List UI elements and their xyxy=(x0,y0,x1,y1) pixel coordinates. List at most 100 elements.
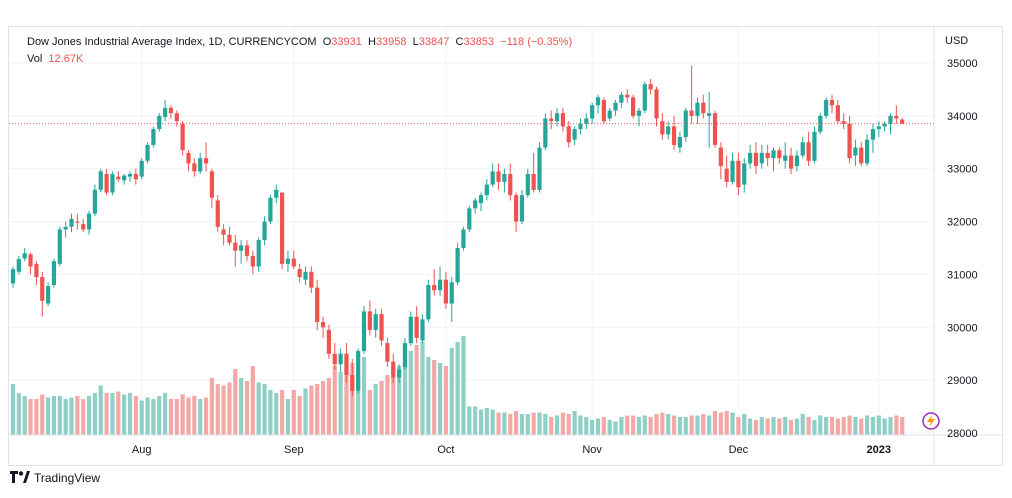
volume-bar xyxy=(613,421,618,435)
candle-body xyxy=(28,254,33,267)
tradingview-brand[interactable]: TradingView xyxy=(10,471,100,485)
symbol-name: Dow Jones Industrial Average Index, 1D, … xyxy=(27,36,317,48)
candle-body xyxy=(759,152,764,164)
candle-body xyxy=(40,277,45,301)
volume-bar xyxy=(16,393,21,435)
candle-body xyxy=(320,322,326,328)
candle-body xyxy=(168,107,174,114)
volume-bar xyxy=(34,399,39,435)
volume-bar xyxy=(315,384,320,435)
candle-body xyxy=(239,245,244,251)
candle-body xyxy=(765,152,770,159)
volume-bar xyxy=(92,393,97,435)
volume-bar xyxy=(601,417,606,435)
volume-bar xyxy=(303,388,308,435)
candle-body xyxy=(625,94,630,98)
candle-body xyxy=(10,269,16,284)
candle-body xyxy=(373,314,378,330)
candle-body xyxy=(116,176,121,180)
time-tick-label: 2023 xyxy=(867,444,891,456)
candle-body xyxy=(309,271,314,288)
candle-body xyxy=(666,126,671,135)
candle-body xyxy=(192,163,197,172)
candle-body xyxy=(753,152,759,167)
volume-bar xyxy=(595,418,601,435)
volume-bar xyxy=(186,397,191,435)
volume-bar xyxy=(163,393,168,435)
volume-bar xyxy=(402,363,408,435)
price-chart[interactable]: USD 28000 29000 30000 31000 32000 33000 34000 35… xyxy=(9,27,1002,465)
volume-bar xyxy=(490,409,495,435)
volume-bar xyxy=(502,412,507,435)
candle-body xyxy=(660,121,665,135)
candle-body xyxy=(876,126,881,130)
candle-body xyxy=(104,174,109,193)
volume-bar xyxy=(157,396,162,435)
time-tick-label: Sep xyxy=(284,444,304,456)
candle-body xyxy=(865,139,870,164)
candle-body xyxy=(525,174,530,196)
candle-body xyxy=(338,353,343,365)
volume-bar xyxy=(560,412,565,435)
volume-bar xyxy=(783,417,788,435)
volume-bar xyxy=(356,375,361,435)
events-lightning-icon[interactable] xyxy=(922,412,940,430)
volume-bar xyxy=(209,378,214,435)
low-label: L xyxy=(412,36,419,48)
candle-body xyxy=(888,115,893,124)
candle-body xyxy=(455,248,460,283)
candle-body xyxy=(654,89,659,119)
candle-body xyxy=(502,174,507,182)
volume-bar xyxy=(420,342,425,435)
volume-bar xyxy=(46,397,51,435)
price-tick-label: 32000 xyxy=(947,217,978,229)
volume-bar xyxy=(660,412,665,435)
price-tick-label: 34000 xyxy=(947,111,978,123)
time-tick-label: Aug xyxy=(132,444,152,456)
volume-bar xyxy=(712,411,718,435)
volume-bar xyxy=(63,399,68,435)
candle-body xyxy=(151,129,156,145)
volume-bar xyxy=(549,417,554,435)
candle-body xyxy=(163,107,168,117)
volume-bar xyxy=(572,411,577,435)
time-tick-label: Dec xyxy=(729,444,749,456)
volume-bar xyxy=(531,412,536,435)
volume-bar xyxy=(590,420,595,435)
volume-bar xyxy=(104,393,109,435)
candle-body xyxy=(554,113,560,122)
volume-bar xyxy=(882,418,887,435)
candle-body xyxy=(233,242,238,251)
volume-bar xyxy=(98,385,103,435)
candle-body xyxy=(198,158,203,172)
candle-body xyxy=(771,150,776,159)
candle-body xyxy=(508,174,513,196)
volume-bar xyxy=(666,414,671,435)
volume-bar xyxy=(859,418,864,435)
candle-body xyxy=(473,200,478,209)
candle-body xyxy=(818,115,823,132)
candle-body xyxy=(98,171,103,190)
volume-bar xyxy=(894,415,899,435)
volume-bar xyxy=(642,415,647,435)
high-value: 33958 xyxy=(375,36,407,48)
candle-body xyxy=(619,94,624,103)
candle-body xyxy=(478,195,484,204)
volume-bar xyxy=(326,378,331,435)
candle-body xyxy=(75,221,80,223)
volume-bar xyxy=(40,394,45,435)
candle-body xyxy=(46,286,51,304)
volume-bar xyxy=(695,415,700,435)
candle-body xyxy=(63,226,68,230)
volume-bar xyxy=(818,415,823,435)
candle-body xyxy=(209,171,214,198)
candle-body xyxy=(437,279,443,291)
candle-body xyxy=(414,316,419,338)
volume-bar xyxy=(139,400,144,435)
candle-body xyxy=(631,97,636,116)
price-tick-label: 29000 xyxy=(947,375,978,387)
candle-body xyxy=(180,123,185,151)
volume-bar xyxy=(461,336,466,435)
candle-body xyxy=(402,343,408,367)
volume-bar xyxy=(508,414,513,435)
